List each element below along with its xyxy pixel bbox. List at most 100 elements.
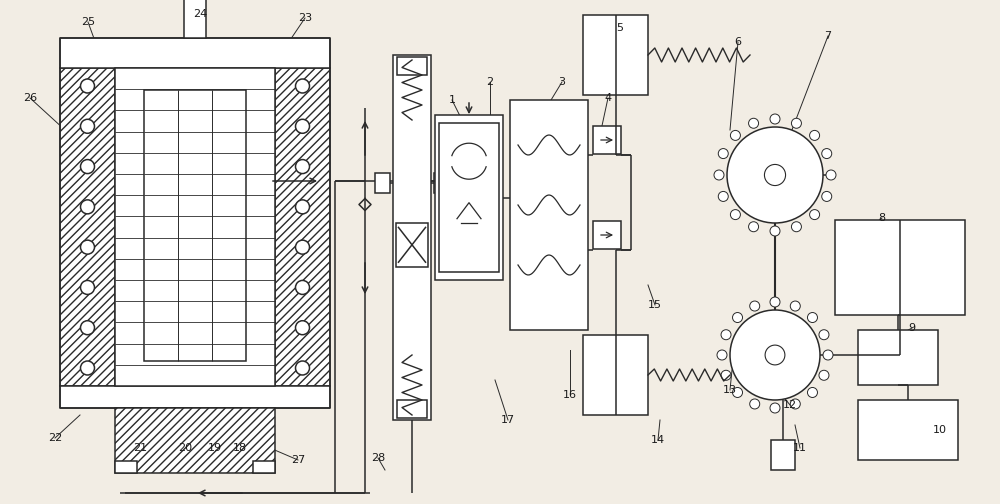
Bar [593, 126, 621, 154]
Text: 2: 2 [486, 77, 494, 87]
Circle shape [807, 388, 817, 398]
Bar [375, 173, 390, 193]
Circle shape [80, 160, 94, 173]
Text: 23: 23 [298, 13, 312, 23]
Circle shape [80, 321, 94, 335]
Bar [583, 335, 648, 415]
Bar [253, 461, 275, 473]
Text: 1: 1 [448, 95, 456, 105]
Circle shape [770, 297, 780, 307]
Text: 17: 17 [501, 415, 515, 425]
Circle shape [822, 149, 832, 159]
Bar [434, 173, 449, 193]
Bar [275, 68, 330, 386]
Circle shape [733, 388, 743, 398]
Bar [184, 0, 206, 38]
Text: 5: 5 [616, 23, 624, 33]
Text: 25: 25 [81, 17, 95, 27]
Text: 18: 18 [233, 443, 247, 453]
Text: 15: 15 [648, 300, 662, 310]
Circle shape [721, 370, 731, 381]
Circle shape [764, 164, 786, 185]
Bar [60, 38, 330, 68]
Text: 3: 3 [558, 77, 566, 87]
Bar [771, 440, 795, 470]
Circle shape [807, 312, 817, 323]
Text: 26: 26 [23, 93, 37, 103]
Circle shape [80, 240, 94, 254]
Text: 13: 13 [723, 385, 737, 395]
Circle shape [730, 310, 820, 400]
Circle shape [770, 403, 780, 413]
Circle shape [749, 222, 759, 232]
Bar [393, 55, 431, 420]
Bar [858, 330, 938, 385]
Circle shape [80, 79, 94, 93]
Circle shape [296, 361, 310, 375]
Bar [60, 68, 115, 386]
Circle shape [296, 240, 310, 254]
Text: 22: 22 [48, 433, 62, 443]
Circle shape [770, 114, 780, 124]
Text: 24: 24 [193, 9, 207, 19]
Circle shape [791, 222, 801, 232]
Circle shape [296, 119, 310, 133]
Text: 21: 21 [133, 443, 147, 453]
Circle shape [749, 118, 759, 128]
Circle shape [822, 192, 832, 202]
Circle shape [810, 131, 820, 141]
Text: 20: 20 [178, 443, 192, 453]
Circle shape [714, 170, 724, 180]
Circle shape [765, 345, 785, 365]
Bar [435, 115, 503, 280]
Text: 9: 9 [908, 323, 916, 333]
Circle shape [721, 330, 731, 340]
Circle shape [80, 361, 94, 375]
Bar [115, 461, 137, 473]
Bar [835, 220, 965, 315]
Circle shape [770, 226, 780, 236]
Circle shape [819, 330, 829, 340]
Text: 11: 11 [793, 443, 807, 453]
Circle shape [730, 131, 740, 141]
Circle shape [727, 127, 823, 223]
Circle shape [296, 280, 310, 294]
Text: 10: 10 [933, 425, 947, 435]
Bar [858, 400, 958, 460]
Circle shape [826, 170, 836, 180]
Circle shape [733, 312, 743, 323]
Bar [439, 123, 499, 272]
Bar [510, 100, 588, 330]
Text: 16: 16 [563, 390, 577, 400]
Circle shape [718, 192, 728, 202]
Text: 7: 7 [824, 31, 832, 41]
Circle shape [296, 200, 310, 214]
Circle shape [750, 399, 760, 409]
Bar [583, 15, 648, 95]
Bar [115, 408, 275, 473]
Text: 27: 27 [291, 455, 305, 465]
Circle shape [819, 370, 829, 381]
Bar [115, 68, 275, 386]
Bar [144, 90, 246, 360]
Circle shape [718, 149, 728, 159]
Text: 28: 28 [371, 453, 385, 463]
Text: 4: 4 [604, 93, 612, 103]
Circle shape [296, 160, 310, 173]
Circle shape [717, 350, 727, 360]
Bar [397, 57, 427, 75]
Text: 8: 8 [878, 213, 886, 223]
Text: 6: 6 [734, 37, 742, 47]
Circle shape [791, 118, 801, 128]
Text: 14: 14 [651, 435, 665, 445]
Bar [593, 221, 621, 249]
Circle shape [80, 280, 94, 294]
Bar [60, 386, 330, 408]
Bar [397, 400, 427, 418]
Circle shape [80, 119, 94, 133]
Circle shape [810, 210, 820, 220]
Circle shape [823, 350, 833, 360]
Text: 12: 12 [783, 400, 797, 410]
Circle shape [80, 200, 94, 214]
Circle shape [790, 399, 800, 409]
